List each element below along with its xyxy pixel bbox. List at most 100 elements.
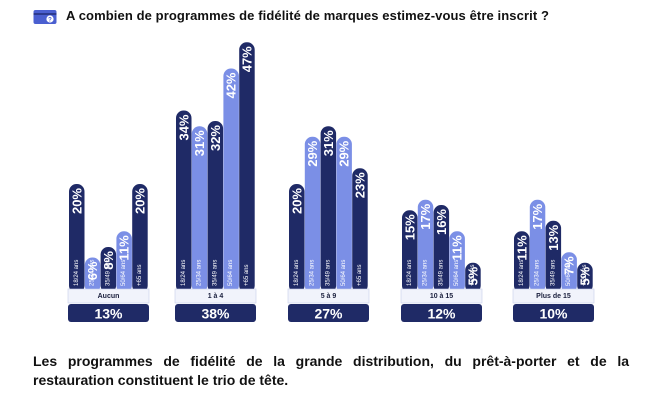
value-label: 7% <box>562 256 577 275</box>
age-label: +65 ans <box>582 264 588 286</box>
value-label: 20% <box>69 188 84 214</box>
value-label: 31% <box>192 130 207 156</box>
bar-5 à 9-0 <box>289 184 305 293</box>
age-label: 25/34 ans <box>90 260 96 286</box>
value-label: 31% <box>321 130 336 156</box>
bar-10 à 15-0 <box>402 210 418 293</box>
total-label: 10% <box>539 306 568 322</box>
total-label: 27% <box>314 306 343 322</box>
total-box <box>288 304 369 322</box>
age-label: 18/24 ans <box>294 260 300 286</box>
category-label: Plus de 15 <box>536 293 571 300</box>
age-label: 18/24 ans <box>74 260 80 286</box>
value-label: 32% <box>208 125 223 151</box>
age-label: 25/34 ans <box>197 260 203 286</box>
value-label: 17% <box>530 203 545 229</box>
value-label: 6% <box>85 261 100 280</box>
bar-5 à 9-4 <box>352 168 368 293</box>
category-label: 10 à 15 <box>430 293 453 300</box>
grouped-bar-chart: 20%18/24 ans 6%25/34 ans 8%35/49 ans11%50/… <box>67 42 595 322</box>
value-label: 47% <box>239 46 254 72</box>
category-box <box>174 288 257 304</box>
value-label: 5% <box>577 266 592 285</box>
bar-Plus de 15-1 <box>529 199 546 293</box>
bar-10 à 15-4 <box>465 262 481 293</box>
value-label: 11% <box>514 235 529 261</box>
age-label: +65 ans <box>137 264 143 286</box>
bar-Plus de 15-0 <box>514 231 530 293</box>
total-label: 12% <box>427 306 456 322</box>
chart-header: ? A combien de programmes de fidélité de… <box>0 0 647 34</box>
value-label: 13% <box>546 224 561 250</box>
bar-Aucun-2 <box>100 247 117 293</box>
bar-5 à 9-1 <box>304 136 321 293</box>
total-box <box>175 304 256 322</box>
question-title: A combien de programmes de fidélité de m… <box>66 8 549 23</box>
value-label: 8% <box>101 251 116 270</box>
value-label: 5% <box>465 266 480 285</box>
bar-Plus de 15-2 <box>545 220 562 293</box>
category-label: 1 à 4 <box>208 293 224 300</box>
bar-Plus de 15-3 <box>561 252 577 293</box>
value-label: 29% <box>305 140 320 166</box>
total-box <box>513 304 594 322</box>
bar-Aucun-1 <box>84 257 101 293</box>
age-label: 50/64 ans <box>121 260 127 286</box>
age-label: 25/34 ans <box>310 260 316 286</box>
value-label: 29% <box>337 140 352 166</box>
bar-Aucun-4 <box>132 184 148 293</box>
age-label: 35/49 ans <box>550 260 556 286</box>
age-label: +65 ans <box>357 264 363 286</box>
age-label: 35/49 ans <box>325 260 331 286</box>
age-label: 25/34 ans <box>423 260 429 286</box>
bar-1 à 4-1 <box>191 126 208 293</box>
value-label: 42% <box>224 72 239 98</box>
bar-1 à 4-2 <box>207 121 224 293</box>
total-box <box>401 304 482 322</box>
value-label: 20% <box>289 188 304 214</box>
value-label: 11% <box>117 235 132 261</box>
age-label: 25/34 ans <box>535 260 541 286</box>
age-label: +65 ans <box>244 264 250 286</box>
footer-caption: Les programmes de fidélité de la grande … <box>33 353 629 388</box>
age-label: 18/24 ans <box>407 260 413 286</box>
bar-5 à 9-3 <box>336 136 352 293</box>
age-label: 18/24 ans <box>519 260 525 286</box>
age-label: 35/49 ans <box>105 260 111 286</box>
category-label: 5 à 9 <box>321 293 337 300</box>
age-label: 50/64 ans <box>454 260 460 286</box>
bar-10 à 15-1 <box>417 199 434 293</box>
total-label: 13% <box>94 306 123 322</box>
category-label: Aucun <box>98 293 120 300</box>
age-label: 18/24 ans <box>181 260 187 286</box>
age-label: 35/49 ans <box>212 260 218 286</box>
category-box <box>512 288 595 304</box>
bar-10 à 15-2 <box>433 205 450 293</box>
total-box <box>68 304 149 322</box>
card-question-icon: ? <box>33 10 57 24</box>
bar-1 à 4-0 <box>176 110 192 293</box>
value-label: 23% <box>352 172 367 198</box>
value-label: 20% <box>132 188 147 214</box>
bar-1 à 4-3 <box>223 68 239 293</box>
bar-1 à 4-4 <box>239 42 255 293</box>
value-label: 16% <box>434 209 449 235</box>
category-box <box>400 288 483 304</box>
age-label: +65 ans <box>470 264 476 286</box>
total-label: 38% <box>201 306 230 322</box>
bar-10 à 15-3 <box>449 231 465 293</box>
value-label: 34% <box>176 114 191 140</box>
age-label: 35/49 ans <box>438 260 444 286</box>
svg-text:?: ? <box>48 17 52 23</box>
value-label: 11% <box>450 235 465 261</box>
category-box <box>287 288 370 304</box>
category-box <box>67 288 150 304</box>
age-label: 50/64 ans <box>228 260 234 286</box>
value-label: 17% <box>418 203 433 229</box>
value-label: 15% <box>402 214 417 240</box>
age-label: 50/64 ans <box>341 260 347 286</box>
age-label: 50/64 ans <box>566 260 572 286</box>
bar-Aucun-0 <box>69 184 85 293</box>
bar-Plus de 15-4 <box>577 262 593 293</box>
bar-5 à 9-2 <box>320 126 337 293</box>
